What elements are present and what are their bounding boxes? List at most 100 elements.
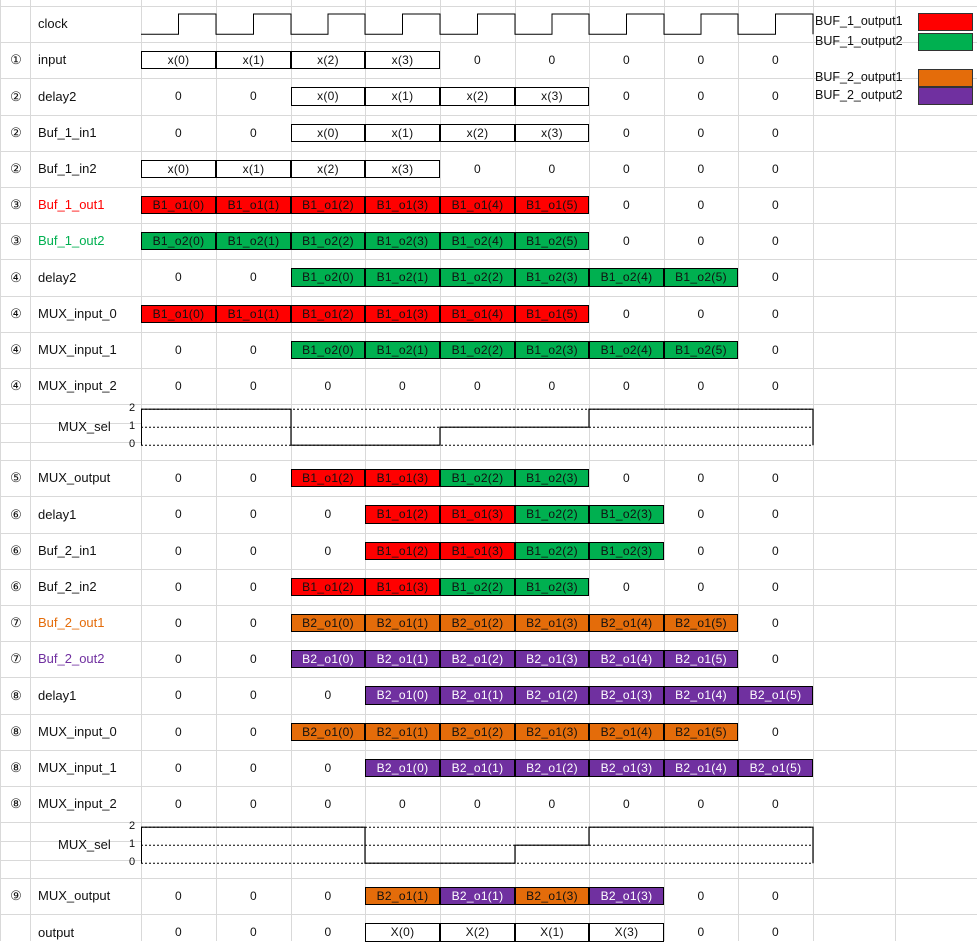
row-number: ②: [10, 124, 22, 140]
signal-cell: B1_o2(3): [515, 340, 589, 359]
signal-value: B2_o1(0): [376, 760, 429, 775]
signal-value: B2_o1(3): [526, 889, 578, 904]
signal-value: 0: [697, 507, 705, 522]
signal-value: B1_o2(5): [526, 234, 578, 249]
row-number: ④: [10, 269, 22, 285]
signal-cell: B2_o1(4): [589, 650, 664, 669]
row-label: MUX_output: [38, 888, 111, 904]
signal-cell: 0: [738, 46, 813, 74]
signal-value: 0: [175, 889, 182, 904]
signal-cell: 0: [589, 82, 664, 110]
signal-value: B1_o2(2): [451, 471, 504, 486]
legend-label: BUF_2_output1: [815, 70, 903, 84]
signal-cell: 0: [141, 464, 216, 492]
signal-cell: 0: [515, 372, 589, 400]
signal-value: B1_o1(3): [376, 198, 429, 213]
signal-value: B1_o2(5): [675, 342, 727, 357]
signal-cell: B2_o1(0): [365, 758, 440, 777]
signal-cell: 0: [589, 372, 664, 400]
signal-cell: 0: [141, 918, 216, 946]
signal-value: 0: [474, 161, 481, 176]
signal-cell: x(1): [365, 123, 440, 142]
signal-cell: B2_o1(3): [589, 686, 664, 705]
signal-cell: B1_o1(5): [515, 196, 589, 215]
signal-value: 0: [697, 89, 705, 104]
signal-value: 0: [548, 53, 556, 68]
row-number: ⑨: [10, 888, 22, 904]
signal-value: 0: [250, 616, 257, 631]
signal-value: 0: [175, 724, 182, 739]
signal-cell: 0: [664, 119, 738, 147]
signal-cell: 0: [664, 227, 738, 255]
signal-value: B1_o1(5): [526, 198, 578, 213]
signal-value: B1_o1(2): [302, 471, 354, 486]
signal-value: 0: [250, 471, 257, 486]
signal-cell: 0: [589, 464, 664, 492]
row-label: clock: [38, 16, 68, 32]
signal-value: B1_o2(4): [451, 234, 504, 249]
signal-value: B2_o1(5): [675, 724, 727, 739]
signal-cell: B1_o2(3): [515, 469, 589, 488]
signal-value: 0: [623, 125, 630, 140]
signal-value: 0: [474, 53, 481, 68]
signal-cell: B1_o1(4): [440, 196, 515, 215]
signal-cell: x(3): [515, 87, 589, 106]
signal-value: 0: [772, 652, 779, 667]
signal-cell: B1_o2(4): [589, 340, 664, 359]
row-label: Buf_1_in2: [38, 160, 97, 176]
signal-cell: 0: [738, 82, 813, 110]
signal-value: 0: [324, 507, 332, 522]
signal-value: 0: [772, 579, 779, 594]
signal-value: B2_o1(2): [526, 760, 578, 775]
signal-value: B1_o2(3): [600, 507, 653, 522]
signal-cell: 0: [141, 882, 216, 910]
signal-value: 0: [175, 507, 182, 522]
signal-cell: B1_o1(3): [365, 304, 440, 323]
signal-cell: 0: [291, 500, 365, 528]
signal-cell: 0: [589, 227, 664, 255]
signal-cell: B1_o2(2): [440, 340, 515, 359]
signal-cell: B2_o1(5): [738, 758, 813, 777]
row-number: ④: [10, 378, 22, 394]
signal-value: 0: [175, 797, 182, 812]
signal-value: 0: [623, 89, 630, 104]
signal-cell: x(0): [291, 87, 365, 106]
signal-cell: x(3): [365, 51, 440, 70]
signal-cell: x(1): [216, 159, 291, 178]
signal-value: B1_o1(3): [376, 579, 429, 594]
signal-cell: 0: [141, 609, 216, 637]
signal-value: 0: [548, 797, 556, 812]
signal-cell: B1_o1(2): [291, 577, 365, 596]
legend-label: BUF_1_output2: [815, 34, 903, 48]
signal-cell: B1_o2(2): [291, 232, 365, 251]
row-number: ②: [10, 160, 22, 176]
signal-value: 0: [399, 379, 406, 394]
signal-cell: 0: [515, 790, 589, 818]
legend-swatch: [918, 33, 973, 51]
signal-value: 0: [175, 760, 182, 775]
mux-sel-tick: 1: [129, 420, 136, 433]
signal-value: 0: [772, 616, 779, 631]
signal-value: 0: [772, 125, 779, 140]
signal-cell: 0: [738, 609, 813, 637]
signal-value: 0: [250, 507, 257, 522]
signal-cell: 0: [664, 790, 738, 818]
signal-value: B1_o2(3): [526, 579, 578, 594]
signal-cell: 0: [216, 573, 291, 601]
signal-value: B1_o2(3): [526, 270, 578, 285]
signal-cell: B2_o1(4): [589, 614, 664, 633]
signal-value: 0: [250, 724, 257, 739]
row-number: ⑥: [10, 506, 22, 522]
mux-sel-tick: 1: [129, 838, 136, 851]
signal-cell: B1_o2(2): [515, 505, 589, 524]
row-label: input: [38, 52, 67, 68]
signal-value: B2_o1(4): [600, 616, 653, 631]
signal-cell: 0: [664, 500, 738, 528]
signal-cell: 0: [216, 372, 291, 400]
signal-cell: B2_o1(5): [664, 722, 738, 741]
signal-cell: B2_o1(1): [440, 686, 515, 705]
signal-value: B2_o1(4): [600, 652, 653, 667]
signal-value: B1_o2(5): [675, 270, 727, 285]
signal-cell: 0: [216, 82, 291, 110]
signal-value: B1_o1(2): [302, 198, 354, 213]
